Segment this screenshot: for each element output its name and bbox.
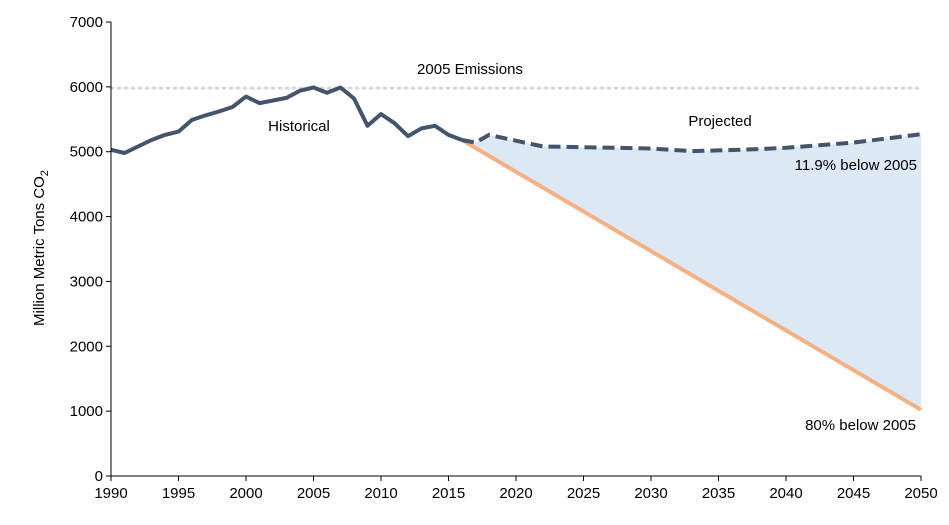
x-tick-label: 2050 [904,485,937,502]
x-tick-label: 2015 [432,485,465,502]
y-tick-label: 1000 [70,403,103,420]
historical-series-line [110,85,463,155]
x-tick-label: 2045 [837,485,870,502]
y-tick-label: 6000 [70,79,103,96]
x-tick-label: 2020 [499,485,532,502]
y-axis-label: Million Metric Tons CO2 [31,170,51,326]
x-tick-label: 2000 [229,485,262,502]
y-tick-label: 0 [95,468,103,485]
projected-series-line [461,132,922,154]
historical-label: Historical [268,118,330,135]
y-axis-label-subscript: 2 [39,170,51,176]
x-tick-label: 1990 [94,485,127,502]
target-end-label: 80% below 2005 [805,417,916,434]
projected-end-label: 11.9% below 2005 [795,157,917,174]
x-tick-label: 2025 [567,485,600,502]
y-axis-label-text: Million Metric Tons CO [31,176,48,326]
y-tick-label: 7000 [70,14,103,31]
x-tick-label: 2035 [702,485,735,502]
x-tick-label: 2010 [364,485,397,502]
y-tick-label: 3000 [70,273,103,290]
projected-label: Projected [688,113,751,130]
x-tick-label: 2040 [769,485,802,502]
reference-line-label: 2005 Emissions [417,61,523,78]
y-tick-label: 5000 [70,144,103,161]
x-tick-label: 1995 [162,485,195,502]
x-tick-label: 2030 [634,485,667,502]
y-tick-label: 4000 [70,209,103,226]
x-tick-label: 2005 [297,485,330,502]
y-tick-label: 2000 [70,338,103,355]
target-series-line [460,138,923,412]
